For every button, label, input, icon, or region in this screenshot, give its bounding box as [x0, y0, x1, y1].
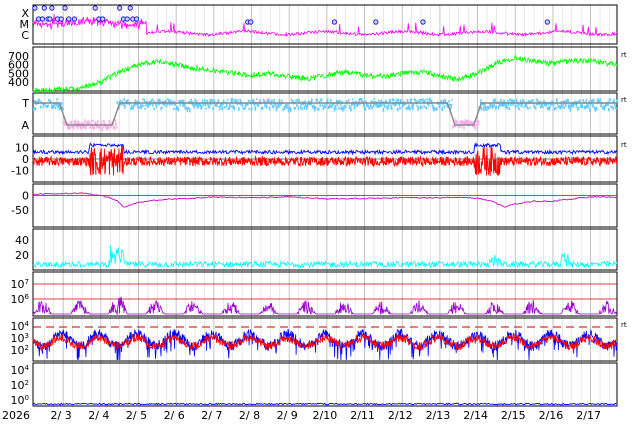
- xray-label-M: M: [20, 18, 30, 31]
- xray-flux-line: [32, 14, 618, 38]
- proton-tick-1: 103: [11, 332, 29, 345]
- flare-marker-10: [62, 5, 68, 11]
- date-label-2-11: 2/11: [350, 409, 375, 422]
- flare-marker-7: [49, 5, 55, 11]
- density-tick-40: 40: [15, 234, 29, 247]
- date-label-2--3: 2/ 3: [51, 409, 72, 422]
- xray-label-X: X: [21, 7, 29, 20]
- proton-flux-red: [32, 333, 618, 351]
- flare-marker-24: [331, 19, 338, 25]
- xray-label-C: C: [21, 29, 29, 42]
- panel-frame-5: [32, 183, 618, 228]
- electron-tick-1e7: 107: [11, 278, 29, 291]
- flare-marker-27: [544, 19, 550, 25]
- wind-tick-700: 700: [8, 50, 29, 63]
- hep-line: [32, 402, 617, 406]
- panel-frame-9: [32, 362, 618, 407]
- panel-frame-1: [32, 4, 618, 45]
- proton-tick-0: 102: [11, 344, 29, 357]
- flare-marker-18: [124, 16, 130, 22]
- flare-marker-3: [39, 16, 46, 22]
- date-label-2--5: 2/ 5: [126, 409, 147, 422]
- bz-line: [32, 146, 618, 177]
- wind-speed-line: [32, 54, 618, 94]
- imf-label-T: T: [21, 97, 29, 110]
- flare-marker-16: [117, 5, 123, 11]
- hep-tick-2: 104: [11, 364, 30, 377]
- date-label-2-14: 2/14: [463, 409, 488, 422]
- date-label-2-12: 2/12: [388, 409, 413, 422]
- flare-marker-6: [47, 16, 53, 22]
- date-label-year: 2026: [2, 409, 30, 422]
- wind-tick-500: 500: [8, 67, 29, 80]
- panel-frame-2: [32, 46, 618, 92]
- dst-tick--50: -50: [11, 204, 29, 217]
- wind-tick-600: 600: [8, 59, 29, 72]
- date-label-2-10: 2/10: [313, 409, 338, 422]
- hep-tick-1: 102: [11, 379, 29, 392]
- electron-flux-line: [32, 296, 618, 316]
- date-label-2-15: 2/15: [501, 409, 526, 422]
- right-note-1: rt: [621, 141, 627, 149]
- right-note-2: rt: [621, 96, 627, 104]
- flare-marker-21: [134, 16, 140, 22]
- panel-frame-7: [32, 271, 618, 317]
- bt-line: [32, 142, 618, 156]
- bz-tick-0: 0: [22, 153, 29, 166]
- proton-tick-2: 104: [11, 320, 30, 333]
- date-label-2-16: 2/16: [539, 409, 564, 422]
- flare-marker-12: [71, 16, 78, 22]
- date-label-2--6: 2/ 6: [164, 409, 185, 422]
- dst-line: [32, 192, 617, 208]
- dst-tick-0: 0: [22, 189, 29, 202]
- flare-marker-15: [100, 16, 106, 22]
- right-note-3: rt: [621, 321, 627, 329]
- hep-tick-0: 100: [11, 394, 29, 407]
- date-label-2-13: 2/13: [426, 409, 451, 422]
- imf-sector-line: [33, 102, 617, 126]
- panel-frame-3: [32, 92, 618, 135]
- proton-flux-blue: [33, 328, 618, 361]
- density-line: [32, 245, 618, 269]
- date-label-2--4: 2/ 4: [88, 409, 109, 422]
- density-tick-20: 20: [15, 249, 29, 262]
- date-label-2--8: 2/ 8: [239, 409, 260, 422]
- date-label-2-17: 2/17: [576, 409, 601, 422]
- flare-marker-1: [32, 5, 38, 11]
- bz-tick-10: 10: [15, 142, 29, 155]
- date-label-2--9: 2/ 9: [277, 409, 298, 422]
- panel-frame-6: [32, 228, 618, 271]
- right-note-4: rt: [621, 51, 627, 59]
- date-label-2--7: 2/ 7: [201, 409, 222, 422]
- flare-marker-11: [66, 16, 72, 22]
- flare-marker-4: [41, 5, 47, 11]
- wind-tick-400: 400: [8, 76, 29, 89]
- flare-marker-13: [92, 5, 98, 11]
- flare-marker-26: [420, 19, 426, 25]
- bz-tick--10: -10: [11, 165, 29, 178]
- electron-tick-1e6: 106: [11, 293, 30, 306]
- flare-marker-25: [373, 19, 379, 25]
- flare-marker-9: [58, 16, 64, 22]
- imf-label-A: A: [21, 119, 29, 132]
- flare-marker-19: [127, 5, 133, 11]
- flare-marker-23: [248, 19, 254, 25]
